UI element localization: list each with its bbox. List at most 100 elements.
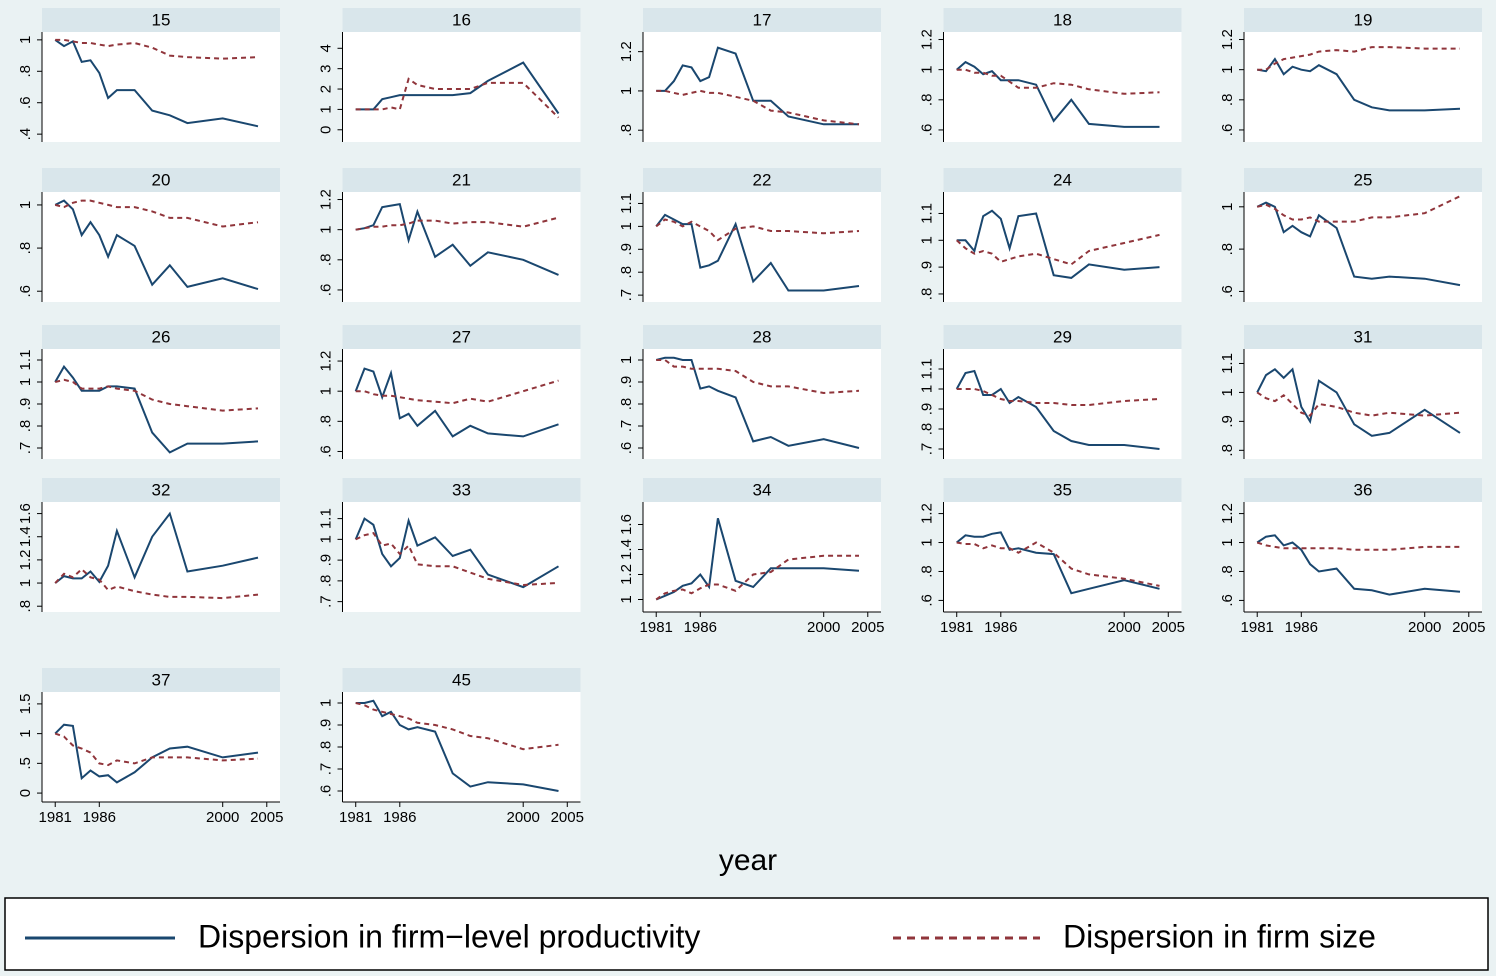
series-line [54, 364, 259, 454]
y-tick-label: 1.2 [918, 503, 935, 524]
x-tick-label: 1986 [684, 619, 717, 636]
y-tick-label: 1 [1219, 65, 1236, 73]
y-tick-label: 1 [918, 385, 935, 393]
y-tick-label: 3 [317, 64, 334, 72]
panel-header [943, 168, 1182, 192]
series-line [1256, 391, 1461, 417]
y-tick-label: 1.1 [17, 350, 34, 371]
y-tick-label: .7 [317, 595, 334, 608]
panel-header [943, 8, 1182, 32]
series-line [1257, 57, 1461, 112]
series-line [655, 218, 860, 242]
y-tick-label: 1.1 [1219, 353, 1236, 374]
y-tick-label: .5 [17, 757, 34, 770]
panel-header [342, 168, 581, 192]
panel-title: 31 [1354, 327, 1373, 346]
y-tick-label: 1 [317, 535, 334, 543]
panel-title: 28 [753, 327, 772, 346]
x-tick-label: 1981 [1241, 619, 1274, 636]
y-tick-label: 1 [1219, 538, 1236, 546]
panel-header [643, 8, 881, 32]
plot-area [643, 502, 881, 612]
y-tick-label: .8 [1219, 565, 1236, 578]
plot-area [342, 349, 581, 459]
panel-title: 35 [1053, 480, 1072, 499]
plot-area [42, 349, 280, 459]
plot-area [643, 32, 881, 142]
panel-header [42, 168, 280, 192]
y-tick-label: .6 [1219, 594, 1236, 607]
y-tick-label: .6 [918, 594, 935, 607]
series-line [956, 60, 1160, 128]
panel-title: 19 [1354, 10, 1373, 29]
y-tick-label: 0 [17, 789, 34, 797]
y-tick-label: 1.2 [17, 549, 34, 570]
panel-header [42, 325, 280, 349]
series-line [655, 213, 860, 292]
y-tick-label: 1 [317, 105, 334, 113]
y-tick-label: .8 [317, 415, 334, 428]
plot-area [342, 192, 581, 302]
panel-header [42, 478, 280, 502]
series-line [656, 89, 860, 126]
legend [4, 897, 1489, 971]
series-line [956, 531, 1160, 595]
y-tick-label: .6 [317, 785, 334, 798]
y-tick-label: .8 [1219, 243, 1236, 256]
x-tick-label: 1981 [339, 809, 372, 826]
plot-area [342, 502, 581, 612]
panel-header [342, 325, 581, 349]
y-tick-label: 1 [317, 387, 334, 395]
y-tick-label: .6 [17, 96, 34, 109]
panel-title: 16 [452, 10, 471, 29]
plot-area [42, 692, 280, 802]
y-tick-label: 1 [618, 87, 635, 95]
y-tick-label: .9 [317, 554, 334, 567]
y-tick-label: 1 [618, 222, 635, 230]
y-tick-label: 1 [317, 699, 334, 707]
plot-area [1244, 502, 1482, 612]
series-line [355, 216, 559, 231]
series-line [656, 46, 859, 126]
series-line [1256, 195, 1461, 223]
panel-title: 32 [152, 480, 171, 499]
series-line [355, 202, 559, 276]
y-tick-label: .8 [918, 94, 935, 107]
y-tick-label: .8 [918, 565, 935, 578]
y-tick-label: 1.2 [918, 29, 935, 50]
panel-header [342, 478, 581, 502]
series-line [956, 68, 1160, 95]
panel-title: 22 [753, 170, 772, 189]
y-tick-label: .8 [17, 420, 34, 433]
x-tick-label: 1986 [383, 809, 416, 826]
y-tick-label: .7 [317, 763, 334, 776]
series-line [956, 233, 1160, 266]
y-tick-label: .8 [1219, 94, 1236, 107]
plot-area [42, 502, 280, 612]
y-tick-label: 1.6 [17, 503, 34, 524]
y-tick-label: 1 [1219, 388, 1236, 396]
panel-title: 20 [152, 170, 171, 189]
x-axis-label: year [719, 844, 777, 877]
series-line [54, 378, 259, 412]
y-tick-label: 1 [17, 729, 34, 737]
series-line [355, 77, 560, 119]
y-tick-label: .9 [17, 398, 34, 411]
panel-header [342, 668, 581, 692]
series-line [54, 723, 259, 784]
panel-header [643, 325, 881, 349]
series-line [656, 359, 860, 395]
y-tick-label: .8 [918, 423, 935, 436]
y-tick-label: .6 [618, 442, 635, 455]
y-tick-label: 1.1 [317, 508, 334, 529]
x-tick-label: 2000 [507, 809, 540, 826]
y-tick-label: .8 [918, 288, 935, 301]
y-tick-label: .6 [317, 445, 334, 458]
y-tick-label: 1 [1219, 203, 1236, 211]
series-line [956, 209, 1160, 279]
y-tick-label: 1 [17, 201, 34, 209]
x-tick-label: 1981 [39, 809, 72, 826]
series-line [355, 531, 559, 587]
y-tick-label: .8 [317, 575, 334, 588]
